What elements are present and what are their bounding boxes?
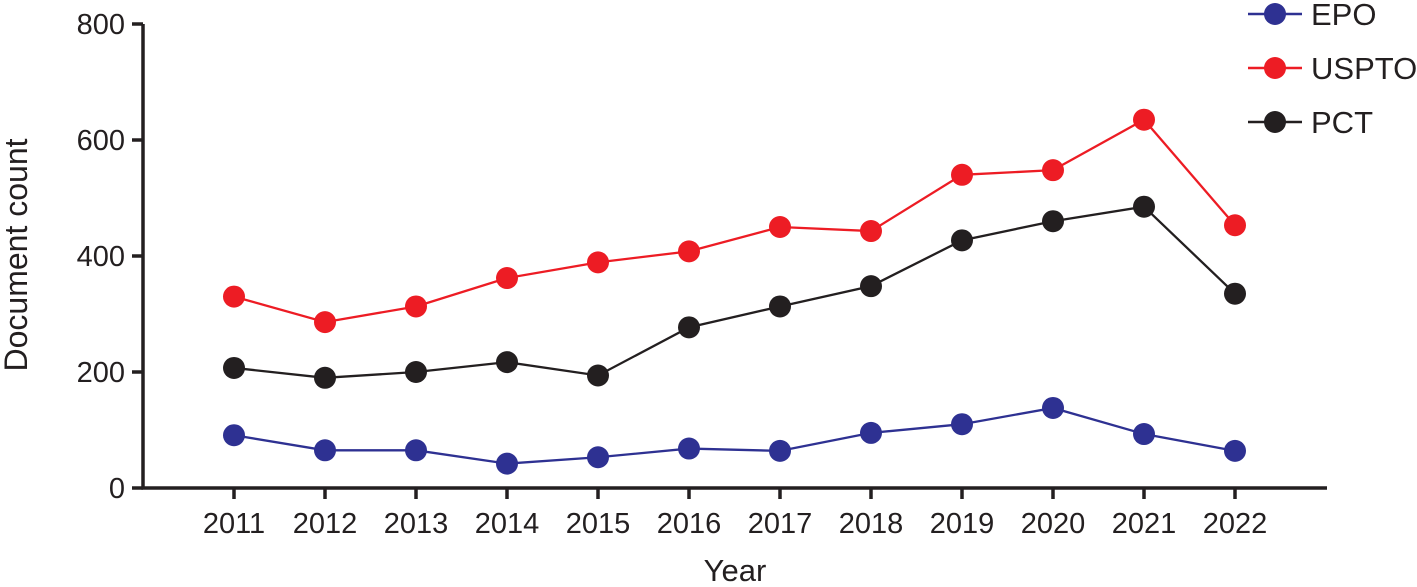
data-point-uspto-2017 xyxy=(769,216,791,238)
legend-label-uspto: USPTO xyxy=(1311,51,1417,86)
series-layer xyxy=(223,108,1246,475)
y-axis-title: Document count xyxy=(0,138,34,371)
data-point-pct-2011 xyxy=(223,356,245,379)
data-point-epo-2020 xyxy=(1042,396,1064,419)
x-tick-label: 2022 xyxy=(1203,508,1268,540)
x-tick-label: 2011 xyxy=(203,508,265,540)
y-tick-label: 0 xyxy=(109,473,125,505)
axes-layer: 0 200 400 600 800 2011 2012 2013 2014 2015 2016 201… xyxy=(77,9,1327,540)
data-point-pct-2013 xyxy=(405,361,427,383)
data-point-uspto-2018 xyxy=(860,220,882,243)
legend-marker-uspto xyxy=(1264,57,1286,79)
x-tick-label: 2017 xyxy=(748,508,813,540)
data-point-pct-2012 xyxy=(314,366,336,389)
data-point-pct-2016 xyxy=(678,316,700,339)
x-tick-label: 2012 xyxy=(293,508,358,540)
y-tick-label: 600 xyxy=(77,125,125,157)
data-point-pct-2020 xyxy=(1042,210,1064,233)
data-point-pct-2014 xyxy=(496,351,518,374)
data-point-epo-2012 xyxy=(314,439,336,462)
x-tick-label: 2013 xyxy=(384,508,449,540)
y-tick-label: 200 xyxy=(77,357,125,389)
data-point-pct-2018 xyxy=(860,275,882,298)
data-point-uspto-2020 xyxy=(1042,159,1064,182)
x-tick-label: 2014 xyxy=(475,508,540,540)
data-point-uspto-2019 xyxy=(951,163,973,186)
data-point-epo-2011 xyxy=(223,424,245,447)
data-point-epo-2018 xyxy=(860,421,882,444)
legend-marker-epo xyxy=(1264,3,1286,25)
data-point-uspto-2022 xyxy=(1224,214,1246,237)
x-tick-label: 2016 xyxy=(657,508,722,540)
series-line-pct xyxy=(233,205,1236,379)
data-point-epo-2021 xyxy=(1133,423,1155,446)
data-point-epo-2013 xyxy=(405,439,427,462)
legend-item-uspto: USPTO xyxy=(1248,51,1417,86)
data-point-epo-2016 xyxy=(678,437,700,460)
x-tick-label: 2019 xyxy=(930,508,995,540)
y-tick-label: 800 xyxy=(77,9,125,41)
data-point-uspto-2015 xyxy=(587,251,609,274)
data-point-uspto-2021 xyxy=(1133,108,1155,131)
data-point-uspto-2012 xyxy=(314,311,336,334)
legend-item-epo: EPO xyxy=(1248,0,1376,32)
legend-label-pct: PCT xyxy=(1311,105,1373,140)
legend: EPO USPTO PCT xyxy=(1248,0,1417,140)
x-axis-title: Year xyxy=(704,553,767,587)
data-point-pct-2017 xyxy=(769,295,791,318)
data-point-pct-2019 xyxy=(951,229,973,252)
x-tick-label: 2021 xyxy=(1112,508,1177,540)
legend-item-pct: PCT xyxy=(1248,105,1373,140)
series-line-uspto xyxy=(233,118,1236,324)
data-point-uspto-2014 xyxy=(496,267,518,290)
legend-label-epo: EPO xyxy=(1311,0,1376,32)
x-tick-label: 2020 xyxy=(1021,508,1086,540)
data-point-epo-2015 xyxy=(587,446,609,469)
data-point-uspto-2016 xyxy=(678,240,700,263)
x-tick-label: 2018 xyxy=(839,508,904,540)
series-line-epo xyxy=(233,406,1236,465)
axis-spines xyxy=(141,24,1327,490)
x-tick-label: 2015 xyxy=(566,508,631,540)
data-point-epo-2014 xyxy=(496,452,518,475)
data-point-epo-2022 xyxy=(1224,439,1246,462)
data-point-uspto-2011 xyxy=(223,285,245,308)
data-point-uspto-2013 xyxy=(405,295,427,318)
data-point-pct-2015 xyxy=(587,364,609,387)
data-point-pct-2022 xyxy=(1224,282,1246,305)
data-point-epo-2017 xyxy=(769,439,791,462)
legend-marker-pct xyxy=(1264,111,1286,133)
y-tick-label: 400 xyxy=(77,241,125,273)
data-point-epo-2019 xyxy=(951,413,973,436)
data-point-pct-2021 xyxy=(1133,195,1155,218)
